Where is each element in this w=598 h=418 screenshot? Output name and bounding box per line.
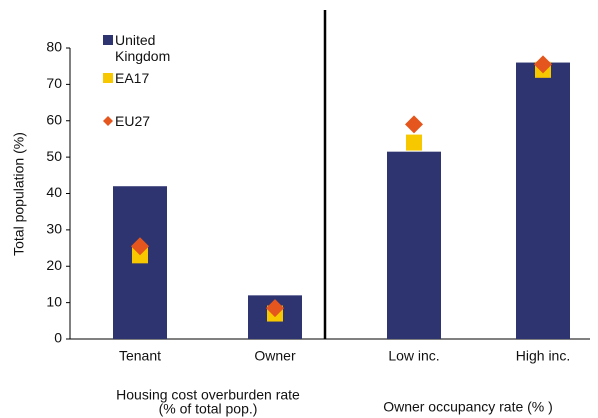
marker-diamond (405, 115, 423, 134)
legend-text: EU27 (115, 113, 151, 129)
legend-label: EA17 (115, 70, 150, 86)
x-tick-label: Owner (254, 348, 296, 364)
group-label: Housing cost overburden rate (116, 387, 300, 403)
legend-marker (103, 73, 113, 83)
bar (516, 62, 570, 340)
marker-diamond (266, 299, 284, 318)
marker-diamond (131, 237, 149, 256)
legend-marker (103, 35, 113, 45)
y-tick-label: 30 (46, 221, 62, 237)
x-tick-label: High inc. (516, 348, 570, 364)
group-label: Owner occupancy rate (% ) (383, 399, 553, 415)
y-tick-label: 50 (46, 148, 62, 164)
legend-text: United Kingdom (115, 32, 171, 64)
legend-label: EU27 (115, 113, 151, 129)
legend-label: United Kingdom (115, 32, 171, 64)
y-tick-label: 20 (46, 257, 62, 273)
y-axis-label: Total population (%) (11, 132, 27, 256)
y-tick-label: 40 (46, 184, 62, 200)
bar (387, 151, 441, 339)
x-tick-label: Tenant (119, 348, 161, 364)
group-label: (% of total pop.) (159, 401, 258, 417)
y-tick-label: 10 (46, 293, 62, 309)
y-tick-label: 60 (46, 111, 62, 127)
marker-square (132, 247, 148, 264)
y-tick-label: 0 (54, 330, 62, 346)
marker-diamond (534, 55, 552, 74)
legend-marker (103, 116, 113, 126)
marker-square (406, 134, 422, 151)
y-tick-label: 70 (46, 75, 62, 91)
legend-text: EA17 (115, 70, 150, 86)
y-tick-label: 80 (46, 39, 62, 55)
x-tick-label: Low inc. (388, 348, 439, 364)
